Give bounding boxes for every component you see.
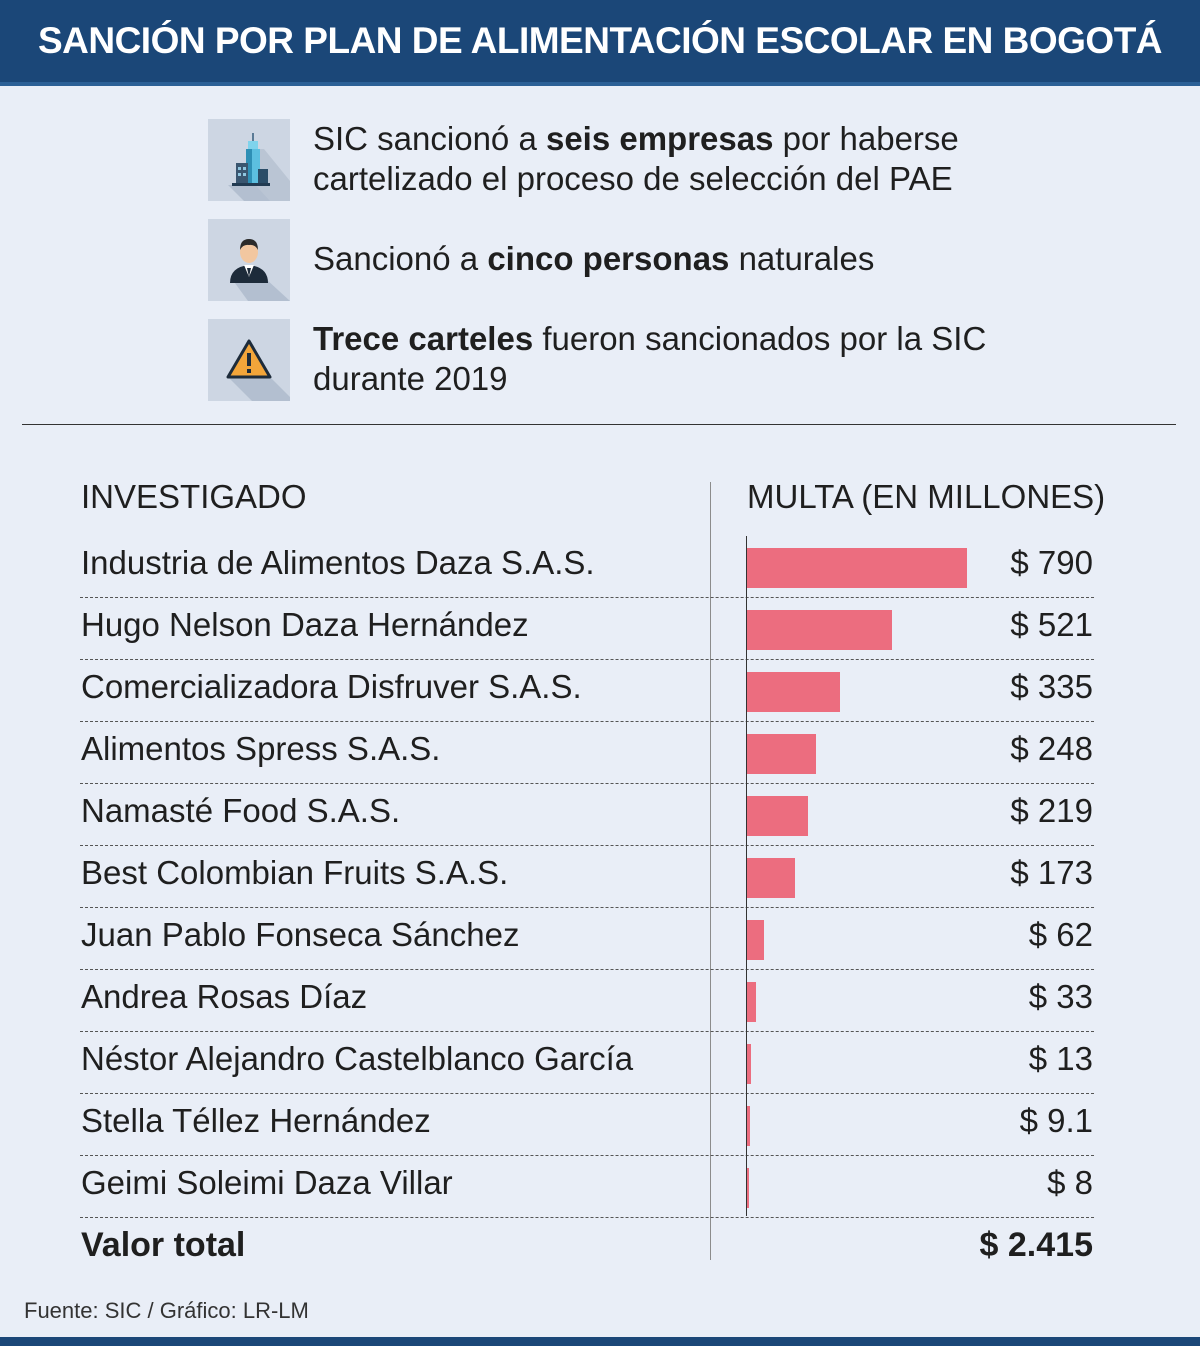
total-value: $ 2.415: [979, 1226, 1093, 1264]
row-label: Industria de Alimentos Daza S.A.S.: [81, 544, 595, 581]
row-separator: [80, 659, 1094, 660]
row-separator: [80, 1155, 1094, 1156]
row-label: Best Colombian Fruits S.A.S.: [81, 854, 509, 891]
bar: [747, 796, 808, 836]
section-divider: [22, 424, 1176, 425]
bar: [747, 610, 893, 650]
row-separator: [80, 721, 1094, 722]
footer-bar: [0, 1337, 1200, 1346]
value-label: $ 248: [1010, 730, 1093, 767]
bar: [747, 548, 967, 588]
value-label: $ 62: [1028, 916, 1093, 953]
bar: [747, 1168, 750, 1208]
row-label: Juan Pablo Fonseca Sánchez: [81, 916, 520, 953]
column-divider: [710, 482, 711, 1260]
source-note: Fuente: SIC / Gráfico: LR-LM: [24, 1298, 309, 1323]
value-header: MULTA (EN MILLONES): [747, 478, 1106, 515]
chart-baseline: [746, 536, 747, 1216]
row-label: Alimentos Spress S.A.S.: [81, 730, 441, 767]
row-separator: [80, 1093, 1094, 1094]
row-label: Néstor Alejandro Castelblanco García: [81, 1040, 634, 1077]
row-label: Comercializadora Disfruver S.A.S.: [81, 668, 582, 705]
bar: [747, 920, 765, 960]
category-header: INVESTIGADO: [81, 478, 307, 515]
row-separator: [80, 597, 1094, 598]
row-label: Geimi Soleimi Daza Villar: [81, 1164, 453, 1201]
bar: [747, 1106, 750, 1146]
row-separator: [80, 845, 1094, 846]
row-label: Namasté Food S.A.S.: [81, 792, 401, 829]
value-label: $ 8: [1047, 1164, 1093, 1201]
header-banner: SANCIÓN POR PLAN DE ALIMENTACIÓN ESCOLAR…: [0, 0, 1200, 86]
row-separator: [80, 969, 1094, 970]
bar: [747, 858, 796, 898]
row-separator: [80, 1031, 1094, 1032]
value-label: $ 335: [1010, 668, 1093, 705]
value-label: $ 33: [1028, 978, 1093, 1015]
row-separator: [80, 1217, 1094, 1218]
fact-text: Trece carteles fueron sancionados por la…: [313, 320, 987, 397]
value-label: $ 790: [1010, 544, 1093, 581]
value-label: $ 9.1: [1019, 1102, 1093, 1139]
bar: [747, 1044, 751, 1084]
bar: [747, 734, 817, 774]
warning-icon: [208, 319, 290, 401]
value-label: $ 521: [1010, 606, 1093, 643]
value-label: $ 13: [1028, 1040, 1093, 1077]
page-title: SANCIÓN POR PLAN DE ALIMENTACIÓN ESCOLAR…: [37, 20, 1163, 61]
row-label: Hugo Nelson Daza Hernández: [81, 606, 529, 643]
value-label: $ 219: [1010, 792, 1093, 829]
row-label: Andrea Rosas Díaz: [81, 978, 368, 1015]
fact-text: Sancionó a cinco personas naturales: [313, 240, 875, 277]
person-icon: [208, 219, 290, 301]
value-label: $ 173: [1010, 854, 1093, 891]
bar: [747, 672, 841, 712]
building-icon: [208, 119, 290, 201]
fact-text: SIC sancionó a seis empresas por haberse…: [313, 120, 959, 197]
row-separator: [80, 783, 1094, 784]
bar: [747, 982, 757, 1022]
row-separator: [80, 907, 1094, 908]
total-label: Valor total: [81, 1226, 246, 1264]
row-label: Stella Téllez Hernández: [81, 1102, 431, 1139]
